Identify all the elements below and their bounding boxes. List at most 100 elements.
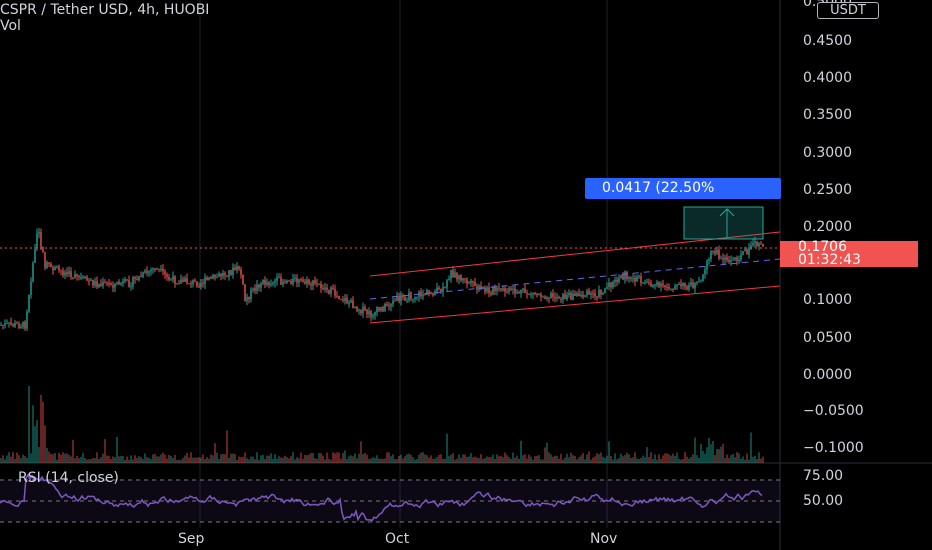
candle-body <box>652 285 654 287</box>
volume-bar <box>152 454 154 463</box>
volume-bar <box>428 457 430 463</box>
volume-bar <box>328 458 330 463</box>
volume-bar <box>24 456 26 463</box>
volume-bar <box>454 459 456 463</box>
candle-body <box>610 282 612 288</box>
candle-body <box>154 268 156 270</box>
volume-bar <box>754 455 756 463</box>
candle-body <box>552 293 554 297</box>
volume-bar <box>732 454 734 463</box>
candle-body <box>68 271 70 275</box>
candle-body <box>60 270 62 272</box>
symbol-title[interactable]: CSPR / Tether USD, 4h, HUOBI <box>0 2 210 18</box>
volume-bar <box>722 443 724 463</box>
rsi-band <box>0 480 780 522</box>
candle-body <box>270 284 272 286</box>
candle-body <box>74 273 76 278</box>
candle-body <box>498 287 500 289</box>
volume-bar <box>652 458 654 463</box>
volume-bar <box>762 456 764 463</box>
volume-bar <box>444 458 446 463</box>
volume-bar <box>94 458 96 463</box>
candle-body <box>230 270 232 275</box>
volume-label[interactable]: Vol <box>0 18 21 34</box>
candle-body <box>70 271 72 278</box>
volume-bar <box>140 457 142 463</box>
volume-bar <box>438 454 440 463</box>
volume-bar <box>294 459 296 463</box>
volume-bar <box>736 452 738 463</box>
volume-bar <box>544 447 546 463</box>
candle-body <box>566 295 568 300</box>
volume-bar <box>472 457 474 463</box>
candle-body <box>202 283 204 285</box>
candle-body <box>720 258 722 260</box>
candle-body <box>120 283 122 285</box>
candle-body <box>748 247 750 255</box>
measure-tool[interactable] <box>683 206 764 240</box>
candle-body <box>112 285 114 288</box>
candle-body <box>216 276 218 278</box>
volume-bar <box>164 454 166 463</box>
volume-bar <box>688 458 690 463</box>
volume-bar <box>514 457 516 463</box>
volume-bar <box>180 459 182 463</box>
volume-bar <box>616 459 618 463</box>
volume-bar <box>10 456 12 463</box>
candle-body <box>326 287 328 290</box>
volume-bar <box>650 452 652 463</box>
candle-body <box>192 280 194 285</box>
candle-body <box>148 271 150 273</box>
candle-body <box>166 274 168 277</box>
volume-bar <box>568 457 570 463</box>
volume-bar <box>700 443 702 463</box>
volume-bar <box>516 455 518 463</box>
volume-bar <box>150 459 152 463</box>
volume-bar <box>74 458 76 463</box>
candle-body <box>128 279 130 287</box>
volume-bar <box>116 436 118 463</box>
volume-bar <box>718 449 720 463</box>
candle-body <box>312 280 314 286</box>
volume-bar <box>424 454 426 463</box>
chart-header[interactable]: CSPR / Tether USD, 4h, HUOBI Vol <box>0 2 209 34</box>
volume-bar <box>462 454 464 463</box>
candle-body <box>488 287 490 294</box>
candle-body <box>638 276 640 278</box>
candle-body <box>370 311 372 317</box>
candle-body <box>662 283 664 286</box>
volume-bar <box>692 454 694 463</box>
rsi-legend[interactable]: RSI (14, close) <box>18 470 119 486</box>
rsi-tick: 50.00 <box>803 493 844 509</box>
candle-body <box>364 306 366 310</box>
volume-bar <box>730 455 732 463</box>
volume-bar <box>542 459 544 463</box>
volume-bar <box>198 457 200 463</box>
volume-bar <box>530 456 532 463</box>
candle-body <box>40 232 42 247</box>
candle-body <box>34 248 36 263</box>
candle-body <box>520 289 522 294</box>
candle-body <box>386 304 388 306</box>
current-price-value: 0.1706 <box>798 239 847 255</box>
candle-body <box>372 315 374 317</box>
candle-body <box>698 281 700 283</box>
candle-body <box>604 288 606 294</box>
volume-bar <box>22 454 24 463</box>
currency-chip[interactable]: USDT <box>817 2 879 19</box>
volume-bar <box>420 452 422 463</box>
volume-bar <box>720 446 722 463</box>
volume-bar <box>72 439 74 463</box>
candle-body <box>478 285 480 290</box>
volume-bar <box>386 452 388 463</box>
candle-body <box>330 287 332 294</box>
volume-bar <box>632 457 634 463</box>
candle-body <box>110 283 112 286</box>
volume-bar <box>372 457 374 463</box>
volume-bar <box>86 459 88 463</box>
volume-bar <box>154 453 156 463</box>
candle-body <box>762 243 764 247</box>
volume-bar <box>608 441 610 463</box>
volume-bar <box>120 455 122 463</box>
